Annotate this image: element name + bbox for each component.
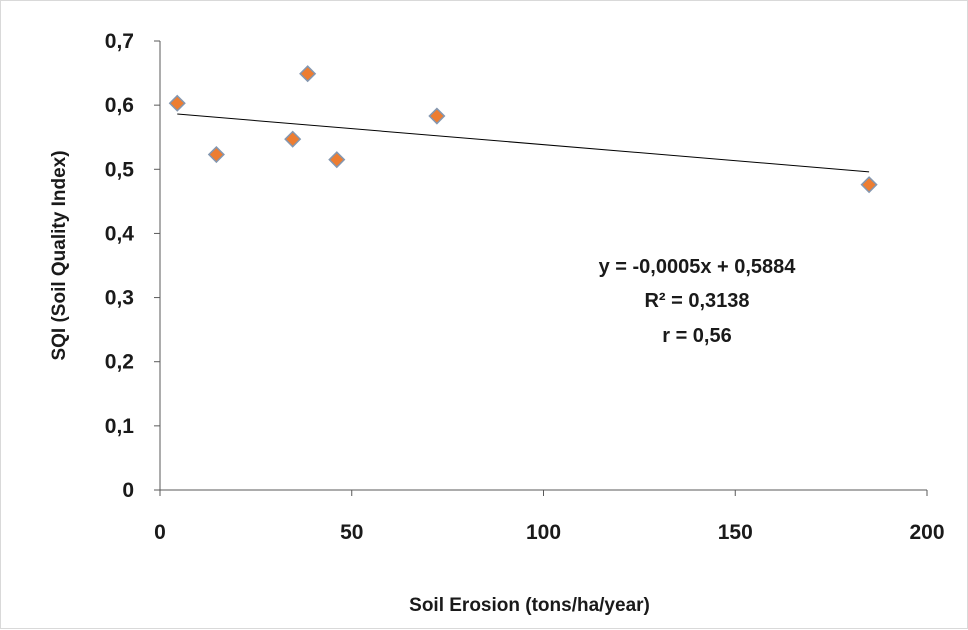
x-tick-label: 100 (526, 521, 561, 544)
y-axis-title: SQI (Soil Quality Index) (49, 150, 70, 360)
data-point (428, 107, 446, 125)
x-axis-title: Soil Erosion (tons/ha/year) (409, 595, 650, 616)
plot-area: 0 0,1 0,2 0,3 0,4 0,5 0,6 0,7 0 50 100 150 200 Soil E… (49, 30, 945, 616)
data-point (860, 176, 878, 194)
y-tick-label: 0,7 (105, 30, 134, 53)
y-tick-label: 0,4 (105, 222, 135, 245)
data-point (299, 65, 317, 83)
y-tick-label: 0,6 (105, 94, 134, 117)
x-tick-label: 50 (340, 521, 363, 544)
trendline-annotation: R² = 0,3138 (644, 290, 749, 312)
y-tick-label: 0 (122, 479, 134, 502)
data-point (328, 151, 346, 169)
trendline-annotation: r = 0,56 (662, 325, 732, 347)
data-point (207, 145, 225, 164)
y-tick-label: 0,5 (105, 158, 135, 181)
x-tick-label: 0 (154, 521, 166, 544)
y-tick-label: 0,1 (105, 415, 135, 438)
data-point (284, 130, 302, 148)
y-tick-label: 0,2 (105, 351, 134, 374)
trendline-annotation: y = -0,0005x + 0,5884 (599, 256, 797, 278)
x-tick-label: 200 (909, 521, 944, 544)
trendline (177, 113, 870, 173)
data-point (168, 94, 186, 112)
x-tick-label: 150 (718, 521, 753, 544)
y-tick-label: 0,3 (105, 287, 134, 310)
